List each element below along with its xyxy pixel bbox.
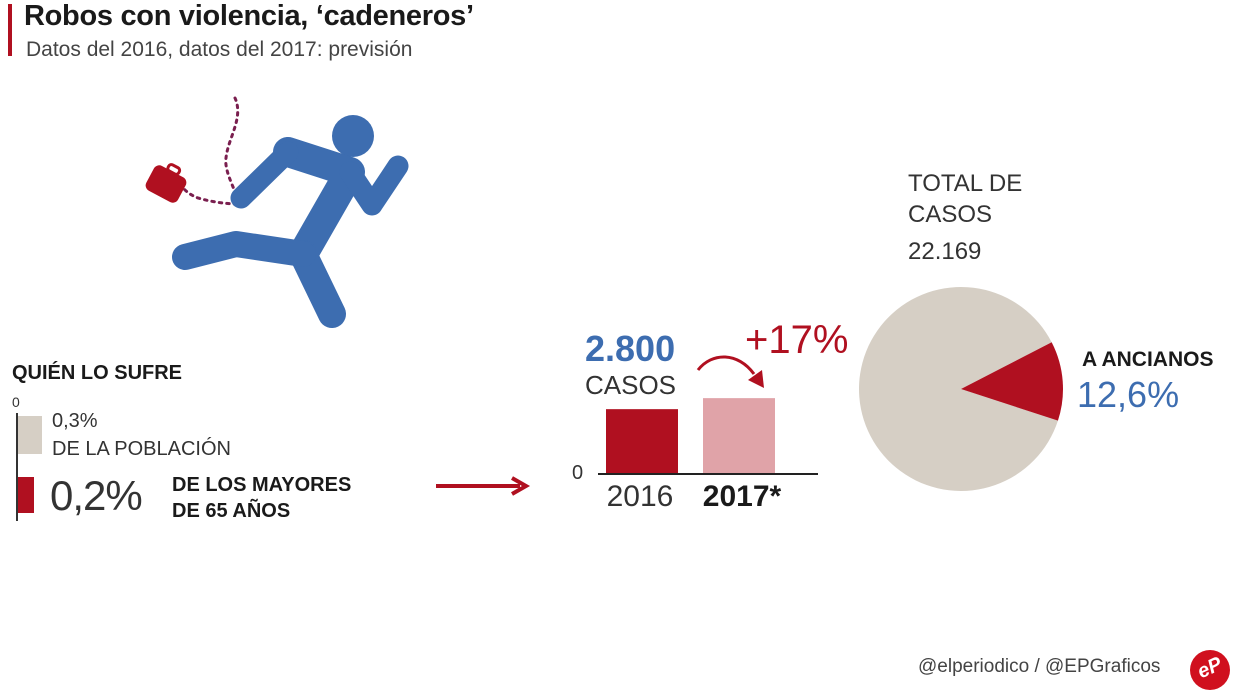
elperiodico-logo: eP — [1190, 650, 1230, 690]
increase-label: +17% — [745, 318, 849, 362]
running-thief-icon — [145, 96, 409, 328]
total-label-line2: CASOS — [908, 201, 993, 228]
population-percent: 0,3% — [52, 410, 98, 432]
elderly-percent: 0,2% — [50, 472, 143, 519]
logo-text: eP — [1194, 652, 1226, 684]
tick-label-2017: 2017* — [702, 480, 782, 513]
dotted-chain-line — [178, 96, 241, 206]
total-label-line1: TOTAL DE — [908, 170, 1023, 197]
bar-axis-zero: 0 — [572, 462, 584, 484]
base-cases-unit: CASOS — [585, 370, 677, 400]
elderly-share-label: A ANCIANOS — [1082, 348, 1214, 371]
pie-slice-elderly — [961, 342, 1063, 421]
bar-2017 — [703, 398, 775, 474]
curved-arrow-icon — [696, 355, 764, 388]
elderly-label-line1: DE LOS MAYORES — [172, 474, 352, 496]
handbag-icon — [145, 163, 187, 203]
title-accent-bar — [8, 4, 12, 56]
elderly-label-line2: DE 65 AÑOS — [172, 500, 291, 522]
page-title: Robos con violencia, ‘cadeneros’ — [24, 0, 474, 32]
page-subtitle: Datos del 2016, datos del 2017: previsió… — [26, 38, 413, 61]
source-credit: @elperiodico / @EPGraficos — [918, 656, 1161, 677]
cases-pie-chart — [858, 286, 1063, 491]
total-cases-value: 22.169 — [908, 238, 982, 265]
elderly-share-value: 12,6% — [1077, 374, 1180, 415]
bar-2016 — [606, 409, 678, 474]
population-label: DE LA POBLACIÓN — [52, 438, 231, 460]
population-bar — [18, 416, 42, 454]
right-arrow-icon — [436, 476, 531, 496]
who-suffers-title: QUIÉN LO SUFRE — [12, 362, 183, 384]
tick-label-2016: 2016 — [606, 480, 674, 513]
elderly-bar — [18, 477, 34, 513]
pie-slice-rest — [858, 286, 1058, 491]
cases-bar-chart — [598, 398, 818, 475]
base-cases-value: 2.800 — [585, 328, 676, 369]
who-axis-line — [16, 413, 18, 521]
who-axis-zero: 0 — [12, 394, 20, 410]
